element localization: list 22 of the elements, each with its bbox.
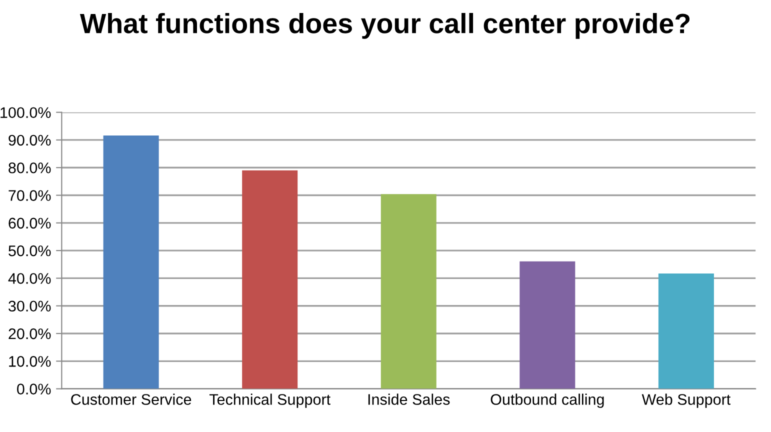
bar (103, 136, 159, 389)
x-tick-label: Web Support (642, 394, 731, 408)
x-tick-label: Technical Support (209, 394, 330, 408)
y-tick-label: 60.0% (8, 218, 51, 229)
x-tick-label: Outbound calling (490, 394, 604, 408)
bar (520, 261, 576, 389)
bar (380, 194, 436, 389)
x-tick-label: Customer Service (71, 394, 192, 405)
chart-title: What functions does your call center provide? (80, 12, 690, 39)
x-tick-label: Inside Sales (368, 394, 450, 405)
y-tick-label: 10.0% (9, 356, 51, 367)
bar (242, 170, 298, 389)
y-tick-label: 50.0% (8, 245, 51, 256)
y-tick-label: 70.0% (8, 190, 51, 201)
bar (658, 274, 714, 389)
y-tick-label: 40.0% (8, 273, 51, 284)
y-tick-label: 20.0% (8, 328, 51, 340)
y-tick-label: 100.0% (0, 107, 51, 118)
y-tick-label: 90.0% (8, 134, 51, 146)
y-tick-label: 80.0% (8, 162, 51, 174)
y-tick-label: 0.0% (17, 384, 51, 394)
y-tick-label: 30.0% (8, 300, 51, 312)
